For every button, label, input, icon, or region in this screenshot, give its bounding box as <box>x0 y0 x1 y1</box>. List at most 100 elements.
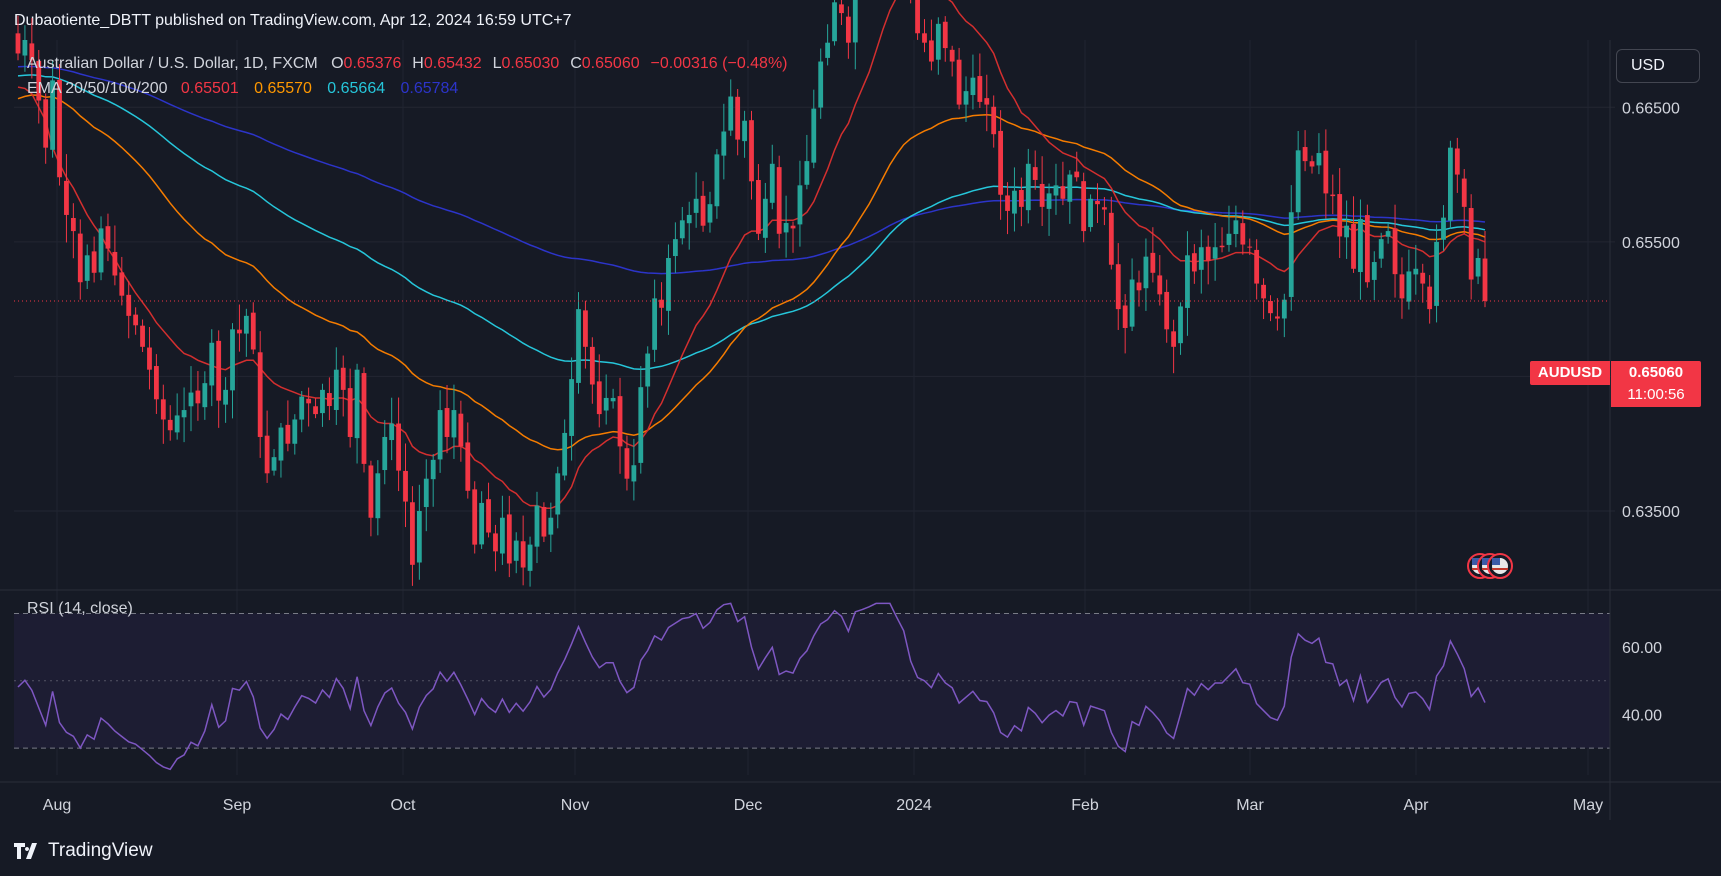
candle <box>1067 170 1073 224</box>
candle <box>991 95 997 148</box>
candle <box>188 366 194 432</box>
candle-body <box>749 120 754 182</box>
candle-body <box>1212 247 1218 259</box>
candle-body <box>1434 241 1439 306</box>
candle <box>105 213 111 262</box>
candle-body <box>160 399 166 420</box>
candle <box>1060 161 1066 206</box>
candle <box>70 203 76 259</box>
candle <box>160 384 166 444</box>
candle <box>1032 150 1038 190</box>
candle-body <box>444 408 450 437</box>
candle-body <box>576 309 581 383</box>
candle <box>1157 255 1163 306</box>
candle-body <box>506 514 512 564</box>
candle-body <box>1413 268 1419 275</box>
candle <box>195 371 201 421</box>
ema200-value: 0.65784 <box>400 80 459 97</box>
candle-body <box>1115 264 1121 310</box>
candle <box>1191 244 1197 284</box>
candle <box>250 302 256 355</box>
candle <box>375 460 381 536</box>
candle <box>271 449 277 476</box>
candle <box>119 256 125 306</box>
candle-body <box>1074 171 1080 178</box>
candle-body <box>50 80 55 150</box>
candle-body <box>610 397 616 402</box>
candle <box>361 367 367 473</box>
candle <box>1261 278 1266 320</box>
candle-body <box>631 465 637 482</box>
candle-body <box>922 33 927 43</box>
candle-body <box>112 251 118 276</box>
candle-body <box>326 393 332 407</box>
candle <box>499 495 505 565</box>
candle <box>666 244 671 335</box>
candle <box>1178 302 1183 355</box>
candle <box>1039 156 1045 226</box>
candle <box>520 515 526 586</box>
candle <box>832 0 837 46</box>
currency-button[interactable]: USD <box>1616 49 1700 83</box>
candle-body <box>949 49 955 62</box>
candle <box>257 331 263 458</box>
candle <box>707 191 713 233</box>
candle-body <box>818 61 824 108</box>
candle <box>1309 155 1315 174</box>
candle <box>998 110 1004 220</box>
ema50-line <box>17 94 1486 451</box>
y-tick-label: 0.63500 <box>1622 504 1680 521</box>
candle-body <box>1032 167 1038 180</box>
candle-body <box>320 389 325 414</box>
candle <box>769 144 775 210</box>
tradingview-logo[interactable]: TradingView <box>14 840 153 862</box>
ema100-value: 0.65664 <box>327 80 386 97</box>
candle <box>1344 200 1350 259</box>
candle-body <box>133 314 139 326</box>
candle <box>1281 293 1287 338</box>
candle-body <box>1108 212 1114 265</box>
candle <box>354 363 360 464</box>
ema100-line <box>17 74 1486 370</box>
candle-body <box>1219 245 1225 248</box>
high-label: H <box>412 55 424 72</box>
candle-body <box>140 325 145 347</box>
candle-body <box>1198 247 1204 270</box>
candle-body <box>216 340 222 401</box>
candle-body <box>915 0 920 34</box>
candle <box>423 459 429 532</box>
candle <box>603 374 609 425</box>
candle-body <box>596 381 602 415</box>
candle <box>576 292 581 394</box>
candle <box>91 236 97 283</box>
rsi-title: RSI (14, close) <box>27 600 133 617</box>
candle-body <box>1288 212 1294 297</box>
candle-body <box>1012 190 1017 214</box>
candle-body <box>1448 147 1453 221</box>
candle <box>555 466 561 529</box>
candle-body <box>237 329 242 334</box>
candle-body <box>1164 291 1170 330</box>
candle-body <box>1226 233 1232 245</box>
candle <box>147 326 152 390</box>
candle <box>84 244 90 289</box>
candle <box>915 0 920 40</box>
candle-body <box>105 226 111 249</box>
candle-body <box>396 423 401 471</box>
candle <box>181 387 187 443</box>
candle <box>513 532 519 574</box>
candle <box>202 371 208 420</box>
candle <box>237 304 242 352</box>
candle-body <box>624 448 630 479</box>
ema-lines <box>17 0 1486 510</box>
candle-body <box>1468 208 1474 280</box>
candle-body <box>728 96 734 131</box>
candle-body <box>617 396 623 447</box>
candle <box>910 0 912 4</box>
candle-body <box>1191 253 1197 272</box>
candle-body <box>700 195 706 226</box>
candle-body <box>493 533 498 552</box>
candle-body <box>638 387 644 463</box>
candle <box>762 182 768 253</box>
